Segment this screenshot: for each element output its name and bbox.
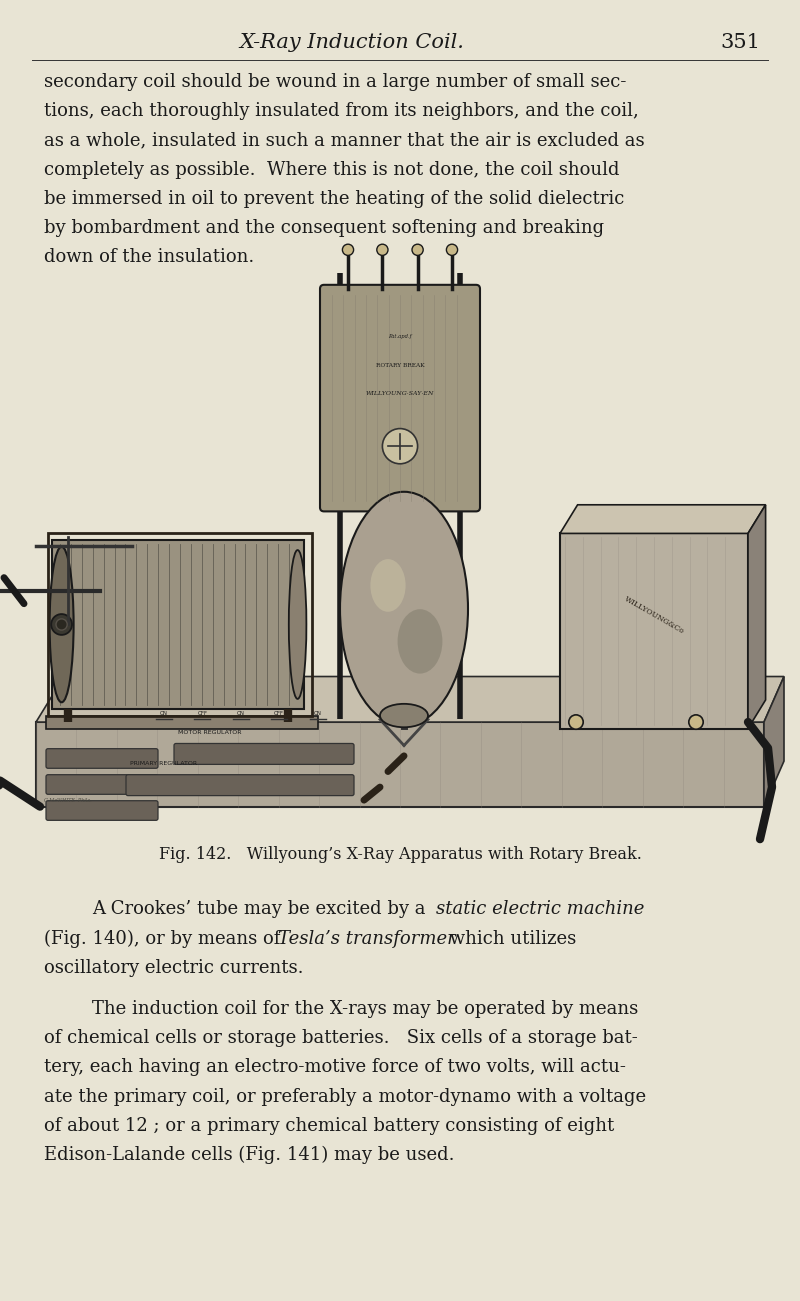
Polygon shape (748, 505, 766, 729)
Bar (48, 533, 312, 716)
Text: (Fig. 140), or by means of: (Fig. 140), or by means of (44, 929, 286, 948)
Text: ON: ON (160, 710, 168, 716)
Ellipse shape (398, 609, 442, 674)
Ellipse shape (340, 492, 468, 726)
FancyBboxPatch shape (126, 774, 354, 796)
Text: ON: ON (314, 710, 322, 716)
Text: which utilizes: which utilizes (444, 929, 576, 947)
Polygon shape (764, 677, 784, 807)
FancyBboxPatch shape (174, 743, 354, 765)
Text: down of the insulation.: down of the insulation. (44, 248, 254, 267)
Text: X-Ray Induction Coil.: X-Ray Induction Coil. (239, 34, 465, 52)
Text: of chemical cells or storage batteries.   Six cells of a storage bat-: of chemical cells or storage batteries. … (44, 1029, 638, 1047)
Text: by bombardment and the consequent softening and breaking: by bombardment and the consequent soften… (44, 219, 604, 237)
Text: ROTARY BREAK: ROTARY BREAK (376, 363, 424, 368)
Text: completely as possible.  Where this is not done, the coil should: completely as possible. Where this is no… (44, 160, 619, 178)
Bar (52, 540, 304, 709)
Circle shape (689, 714, 703, 730)
Text: tery, each having an electro-motive force of two volts, will actu-: tery, each having an electro-motive forc… (44, 1058, 626, 1076)
Text: WILLYOUNG·SAY·EN: WILLYOUNG·SAY·EN (366, 392, 434, 397)
Text: A Crookes’ tube may be excited by a: A Crookes’ tube may be excited by a (92, 900, 431, 919)
Ellipse shape (380, 704, 428, 727)
Text: static electric machine: static electric machine (436, 900, 644, 919)
Text: OFF: OFF (198, 710, 207, 716)
Polygon shape (560, 505, 766, 533)
Text: The induction coil for the X-rays may be operated by means: The induction coil for the X-rays may be… (92, 999, 638, 1017)
Ellipse shape (50, 546, 74, 703)
Text: Pat.apd.f: Pat.apd.f (388, 334, 412, 340)
Text: PRIMARY REGULATOR: PRIMARY REGULATOR (130, 761, 198, 766)
Circle shape (56, 619, 67, 630)
Circle shape (446, 245, 458, 255)
Circle shape (569, 714, 583, 730)
Text: as a whole, insulated in such a manner that the air is excluded as: as a whole, insulated in such a manner t… (44, 131, 645, 150)
Text: secondary coil should be wound in a large number of small sec-: secondary coil should be wound in a larg… (44, 73, 626, 91)
Bar (46, 716, 318, 729)
Text: 351: 351 (720, 34, 760, 52)
Text: G.McWHITE  Phila.: G.McWHITE Phila. (44, 798, 92, 803)
Text: tions, each thoroughly insulated from its neighbors, and the coil,: tions, each thoroughly insulated from it… (44, 103, 638, 120)
Text: ON: ON (237, 710, 245, 716)
Text: ate the primary coil, or preferably a motor-dynamo with a voltage: ate the primary coil, or preferably a mo… (44, 1088, 646, 1106)
Circle shape (51, 614, 72, 635)
Circle shape (377, 245, 388, 255)
Circle shape (412, 245, 423, 255)
Text: oscillatory electric currents.: oscillatory electric currents. (44, 959, 303, 977)
FancyBboxPatch shape (46, 800, 158, 821)
Circle shape (382, 428, 418, 463)
Text: OFF: OFF (274, 710, 284, 716)
Text: MOTOR REGULATOR: MOTOR REGULATOR (178, 730, 242, 735)
FancyBboxPatch shape (46, 748, 158, 769)
Bar (36, 722, 764, 807)
Text: Fig. 142.   Willyoung’s X-Ray Apparatus with Rotary Break.: Fig. 142. Willyoung’s X-Ray Apparatus wi… (158, 846, 642, 863)
Polygon shape (36, 677, 784, 722)
FancyBboxPatch shape (46, 774, 158, 795)
Text: of about 12 ; or a primary chemical battery consisting of eight: of about 12 ; or a primary chemical batt… (44, 1116, 614, 1134)
Text: Edison-Lalande cells (Fig. 141) may be used.: Edison-Lalande cells (Fig. 141) may be u… (44, 1146, 454, 1164)
Ellipse shape (370, 559, 406, 611)
Circle shape (342, 245, 354, 255)
Text: WILLYOUNG&Co: WILLYOUNG&Co (622, 595, 686, 636)
Text: be immersed in oil to prevent the heating of the solid dielectric: be immersed in oil to prevent the heatin… (44, 190, 624, 208)
Ellipse shape (289, 550, 306, 699)
Bar (560, 533, 748, 729)
Text: Tesla’s transformer: Tesla’s transformer (278, 929, 456, 947)
FancyBboxPatch shape (320, 285, 480, 511)
